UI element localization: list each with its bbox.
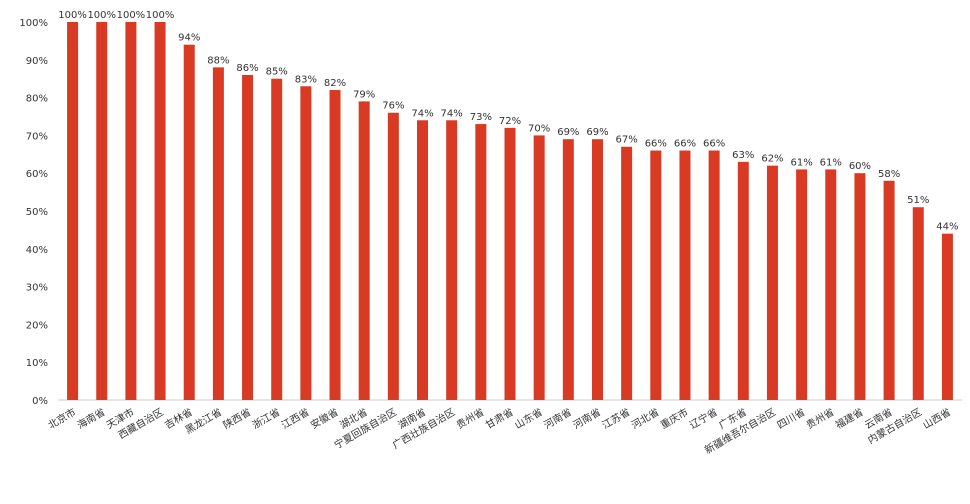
category-label: 河南省	[541, 405, 573, 431]
data-label: 100%	[87, 10, 116, 21]
category-label: 河北省	[629, 405, 661, 431]
category-label: 甘肃省	[483, 405, 515, 431]
data-label: 74%	[411, 108, 433, 119]
bar	[621, 146, 633, 400]
bar	[96, 22, 108, 400]
bar	[533, 135, 545, 400]
data-label: 83%	[295, 74, 317, 85]
y-tick-label: 80%	[26, 94, 48, 105]
data-label: 100%	[58, 10, 87, 21]
bar	[329, 90, 341, 400]
category-label: 北京市	[46, 405, 78, 431]
bar	[504, 127, 516, 400]
bar	[854, 173, 866, 400]
y-tick-label: 0%	[32, 396, 48, 407]
bar	[242, 74, 254, 401]
category-label: 江西省	[279, 405, 311, 431]
y-tick-label: 90%	[26, 56, 48, 67]
bar	[708, 150, 720, 400]
data-labels: 100% 100% 100% 100%94%88%86% 85%83% 82%79%76%…	[58, 10, 958, 233]
category-label: 海南省	[75, 405, 107, 431]
bar	[300, 86, 312, 400]
data-label: 67%	[616, 135, 638, 146]
bar	[212, 67, 224, 401]
data-label: 66%	[674, 139, 696, 150]
bar	[562, 139, 574, 400]
bar	[650, 150, 662, 400]
data-label: 100%	[117, 10, 146, 21]
bar	[941, 233, 953, 400]
data-label: 82%	[324, 78, 346, 89]
y-axis: 0% 10% 20% 30% 40% 50% 60% 70% 80% 90% 100%	[19, 18, 48, 407]
bar	[883, 180, 895, 400]
data-label: 66%	[645, 139, 667, 150]
data-label: 66%	[703, 139, 725, 150]
bar	[417, 120, 429, 400]
bar	[67, 22, 79, 400]
category-label: 贵州省	[804, 405, 836, 431]
y-tick-label: 10%	[26, 358, 48, 369]
bars	[67, 22, 953, 401]
bar	[591, 139, 603, 400]
category-label: 福建省	[833, 405, 865, 431]
bar	[737, 161, 749, 400]
bar	[125, 22, 137, 400]
y-tick-label: 20%	[26, 320, 48, 331]
bar	[679, 150, 691, 400]
bar	[358, 101, 370, 400]
y-tick-label: 30%	[26, 283, 48, 294]
y-tick-label: 100%	[19, 18, 48, 29]
category-label: 山西省	[920, 405, 952, 431]
category-labels: 北京市海南省天津市西藏自治区吉林省黑龙江省陕西省浙江省江西省安徽省湖北省宁夏回族…	[46, 405, 953, 456]
category-label: 贵州省	[454, 405, 486, 431]
data-label: 85%	[266, 67, 288, 78]
data-label: 76%	[382, 101, 404, 112]
category-label: 陕西省	[221, 405, 253, 431]
category-label: 浙江省	[250, 405, 282, 431]
data-label: 44%	[936, 222, 958, 233]
data-label: 62%	[761, 154, 783, 165]
data-label: 73%	[470, 112, 492, 123]
data-label: 61%	[820, 157, 842, 168]
category-label: 山东省	[512, 405, 544, 431]
bar	[271, 78, 283, 400]
data-label: 70%	[528, 123, 550, 134]
data-label: 51%	[907, 195, 929, 206]
category-label: 四川省	[775, 405, 807, 431]
bar	[446, 120, 458, 400]
bar	[796, 169, 808, 400]
bar	[183, 44, 195, 401]
data-label: 61%	[790, 157, 812, 168]
y-tick-label: 70%	[26, 131, 48, 142]
category-label: 重庆市	[658, 405, 690, 431]
data-label: 60%	[849, 161, 871, 172]
bar	[387, 112, 399, 400]
data-label: 69%	[557, 127, 579, 138]
bar	[154, 22, 166, 400]
data-label: 86%	[236, 63, 258, 74]
data-label: 94%	[178, 33, 200, 44]
bar	[912, 207, 924, 400]
y-tick-label: 60%	[26, 169, 48, 180]
y-tick-label: 50%	[26, 207, 48, 218]
category-label: 江苏省	[600, 405, 632, 431]
data-label: 100%	[146, 10, 175, 21]
category-label: 安徽省	[308, 405, 340, 431]
data-label: 58%	[878, 169, 900, 180]
bar	[766, 165, 778, 400]
data-label: 88%	[207, 55, 229, 66]
data-label: 72%	[499, 116, 521, 127]
bar	[475, 124, 487, 400]
bar	[825, 169, 837, 400]
category-label: 辽宁省	[687, 405, 719, 431]
data-label: 79%	[353, 89, 375, 100]
category-label: 河南省	[571, 405, 603, 431]
data-label: 69%	[586, 127, 608, 138]
data-label: 74%	[441, 108, 463, 119]
y-tick-label: 40%	[26, 245, 48, 256]
data-label: 63%	[732, 150, 754, 161]
